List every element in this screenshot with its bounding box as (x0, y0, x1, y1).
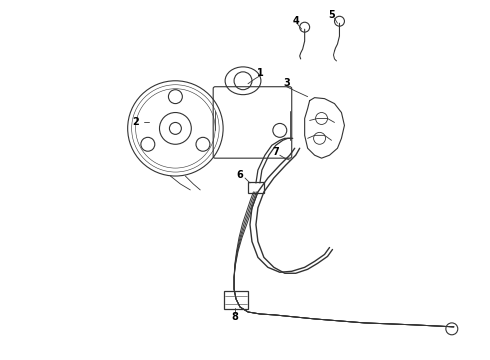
Text: 6: 6 (237, 170, 244, 180)
Text: 5: 5 (328, 10, 335, 20)
Text: 2: 2 (132, 117, 139, 127)
Text: 3: 3 (283, 78, 290, 88)
Text: 7: 7 (272, 147, 279, 157)
Text: 8: 8 (232, 312, 239, 322)
Text: 1: 1 (257, 68, 263, 78)
Text: 4: 4 (293, 16, 299, 26)
